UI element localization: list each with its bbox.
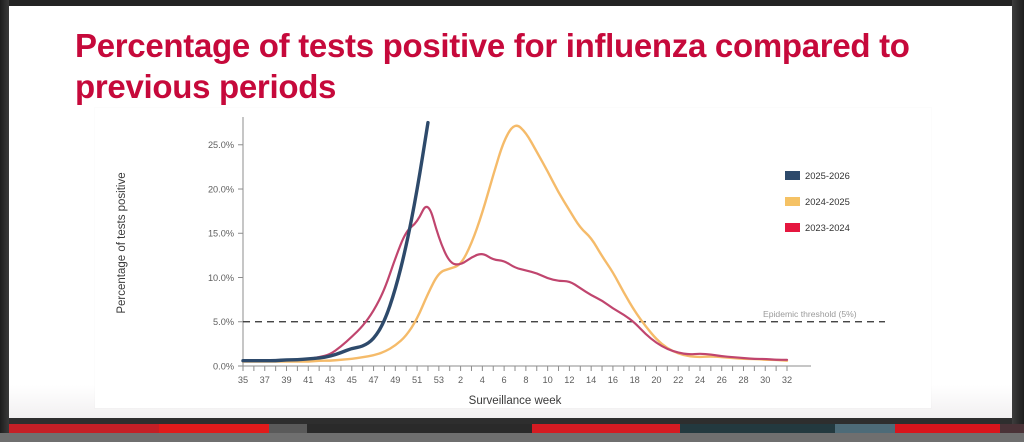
x-axis-tick-label: 41 <box>303 375 313 385</box>
y-axis-tick-label: 20.0% <box>208 184 234 194</box>
x-axis-tick-label: 35 <box>238 375 248 385</box>
video-frame-left-edge <box>0 0 9 442</box>
page-title-line-2: to previous periods <box>75 27 910 105</box>
x-axis-tick-label: 8 <box>523 375 528 385</box>
y-axis-tick-label: 5.0% <box>213 317 234 327</box>
playbar-shadow <box>0 433 1024 442</box>
x-axis-tick-label: 49 <box>390 375 400 385</box>
y-axis-tick-label: 10.0% <box>208 273 234 283</box>
x-axis-tick-label: 30 <box>760 375 770 385</box>
x-axis-tick-label: 6 <box>502 375 507 385</box>
video-frame-right-edge <box>1012 0 1024 442</box>
legend-label-2024-2025: 2024-2025 <box>805 196 850 207</box>
presentation-slide: Percentage of tests positive for influen… <box>9 6 1012 418</box>
x-axis-tick-label: 18 <box>630 375 640 385</box>
x-axis-tick-label: 12 <box>564 375 574 385</box>
x-axis-tick-label: 43 <box>325 375 335 385</box>
influenza-positivity-line-chart: 0.0%5.0%10.0%15.0%20.0%25.0%35 37 39 41 43 45… <box>116 117 885 407</box>
x-axis-tick-label: 45 <box>347 375 357 385</box>
playbar-segment[interactable] <box>532 424 680 433</box>
x-axis-tick-label: 51 <box>412 375 422 385</box>
chart-axes: 0.0%5.0%10.0%15.0%20.0%25.0%35 37 39 41 43 45… <box>208 117 811 385</box>
epidemic-threshold-annotation: Epidemic threshold (5%) <box>243 309 885 323</box>
chart-series-group <box>241 120 789 363</box>
playbar-segment[interactable] <box>680 424 835 433</box>
x-axis-tick-label: 16 <box>608 375 618 385</box>
playbar-segment[interactable] <box>307 424 532 433</box>
legend-label-2025-2026: 2025-2026 <box>805 170 850 181</box>
y-axis-tick-label: 15.0% <box>208 229 234 239</box>
video-progress-bar[interactable] <box>0 424 1024 433</box>
page-title: Percentage of tests positive for influen… <box>75 26 975 108</box>
x-axis-tick-label: 47 <box>368 375 378 385</box>
x-axis-tick-label: 2 <box>458 375 463 385</box>
chart-panel: 0.0% 5.0% 10.0% 15.0% 20.0% 25.0% 35 37 39 41 43 45… <box>95 108 931 408</box>
x-axis-tick-label: 28 <box>738 375 748 385</box>
x-axis-tick-label: 53 <box>434 375 444 385</box>
x-axis-tick-label: 37 <box>260 375 270 385</box>
playbar-segment[interactable] <box>1000 424 1024 433</box>
x-axis-tick-label: 24 <box>695 375 705 385</box>
series-line-2024-2025 <box>241 124 789 363</box>
legend-swatch-2025-2026 <box>785 171 800 180</box>
x-axis-tick-label: 39 <box>281 375 291 385</box>
playbar-segment[interactable] <box>159 424 269 433</box>
legend-swatch-2024-2025 <box>785 197 800 206</box>
y-axis-tick-label: 0.0% <box>213 361 234 371</box>
series-line-2025-2026 <box>241 120 430 363</box>
video-frame-top-edge <box>0 0 1024 6</box>
playbar-segment[interactable] <box>895 424 1000 433</box>
y-axis-tick-label: 25.0% <box>208 140 234 150</box>
x-axis-tick-label: 4 <box>480 375 485 385</box>
playbar-segment[interactable] <box>9 424 159 433</box>
epidemic-threshold-label: Epidemic threshold (5%) <box>763 309 857 319</box>
x-axis-tick-label: 26 <box>717 375 727 385</box>
page-title-line-1: Percentage of tests positive for influen… <box>75 27 871 64</box>
x-axis-tick-label: 20 <box>651 375 661 385</box>
x-axis-tick-label: 22 <box>673 375 683 385</box>
playbar-segment[interactable] <box>269 424 307 433</box>
series-line-2023-2024 <box>241 205 789 362</box>
x-axis-title: Surveillance week <box>469 395 562 407</box>
x-axis-tick-label: 10 <box>543 375 553 385</box>
legend-label-2023-2024: 2023-2024 <box>805 222 850 233</box>
playbar-segment[interactable] <box>835 424 895 433</box>
chart-axis-labels: Percentage of tests positive Surveillance… <box>116 172 562 407</box>
y-axis-title: Percentage of tests positive <box>116 172 128 313</box>
x-axis-tick-label: 32 <box>782 375 792 385</box>
legend-swatch-2023-2024 <box>785 223 800 232</box>
chart-legend: 2025-2026 2024-2025 2023-2024 <box>785 170 850 233</box>
x-axis-tick-label: 14 <box>586 375 596 385</box>
